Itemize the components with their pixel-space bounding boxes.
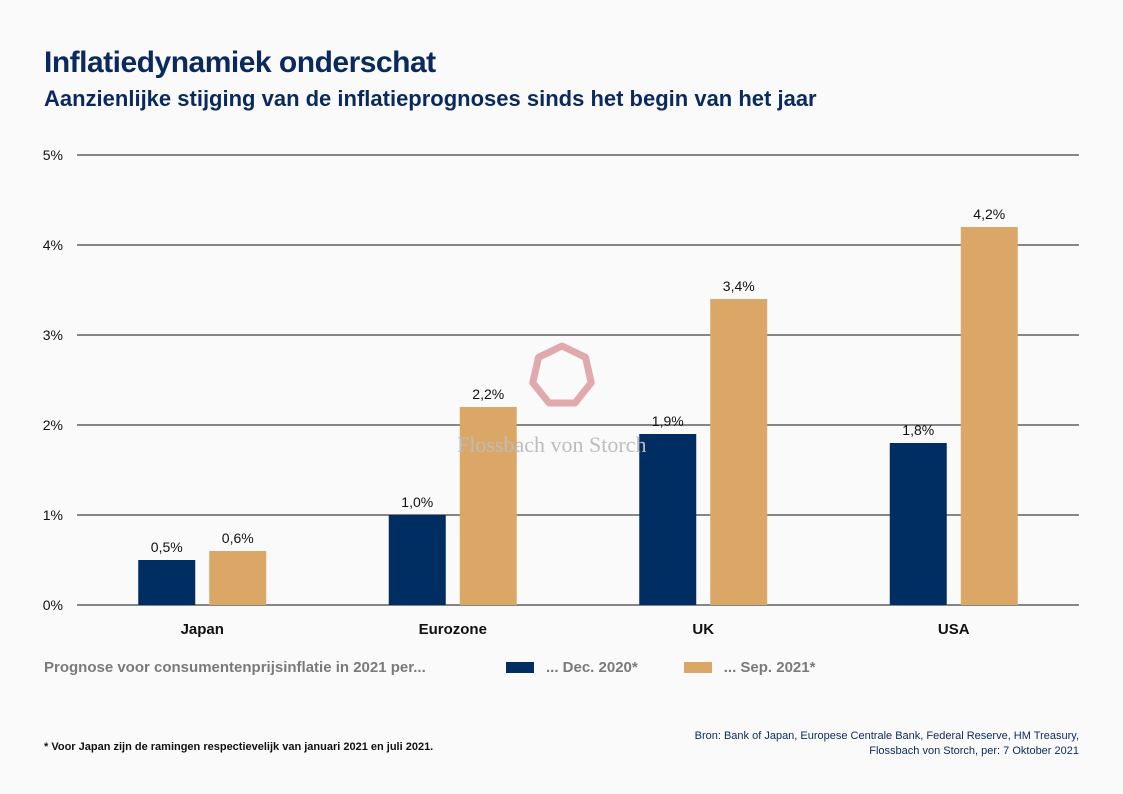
bar bbox=[459, 407, 517, 605]
bar bbox=[960, 227, 1018, 605]
source-line-2: Flossbach von Storch, per: 7 Oktober 202… bbox=[869, 745, 1079, 757]
legend-item-dec-2020: ... Dec. 2020* bbox=[506, 659, 638, 676]
y-tick-label: 5% bbox=[43, 147, 63, 163]
bar bbox=[388, 515, 446, 605]
data-label: 1,0% bbox=[401, 494, 433, 510]
y-tick-label: 2% bbox=[43, 417, 63, 433]
legend-intro: Prognose voor consumentenprijsinflatie i… bbox=[44, 659, 426, 676]
chart-title: Inflatiedynamiek onderschat bbox=[44, 46, 436, 79]
data-label: 0,6% bbox=[222, 530, 254, 546]
y-tick-label: 4% bbox=[43, 237, 63, 253]
legend: Prognose voor consumentenprijsinflatie i… bbox=[44, 659, 861, 676]
data-label: 4,2% bbox=[973, 206, 1005, 222]
watermark-logo-icon bbox=[529, 342, 595, 407]
bar bbox=[209, 551, 267, 605]
watermark: Flossbach von Storch bbox=[457, 340, 667, 460]
legend-label-dec-2020: ... Dec. 2020* bbox=[546, 659, 638, 676]
x-tick-label: Eurozone bbox=[419, 621, 487, 638]
x-tick-label: USA bbox=[938, 621, 970, 638]
x-tick-label: UK bbox=[692, 621, 714, 638]
legend-swatch-sep-2021 bbox=[683, 662, 712, 673]
bar bbox=[710, 299, 768, 605]
y-tick-label: 1% bbox=[43, 507, 63, 523]
y-tick-label: 3% bbox=[43, 327, 63, 343]
data-label: 0,5% bbox=[151, 539, 183, 555]
bar bbox=[639, 434, 697, 605]
data-label: 1,8% bbox=[902, 422, 934, 438]
legend-item-sep-2021: ... Sep. 2021* bbox=[683, 659, 816, 676]
source-line-1: Bron: Bank of Japan, Europese Centrale B… bbox=[694, 730, 1079, 742]
x-tick-label: Japan bbox=[181, 621, 224, 638]
footnote: * Voor Japan zijn de ramingen respectiev… bbox=[44, 741, 434, 753]
watermark-text: Flossbach von Storch bbox=[457, 432, 647, 457]
bar bbox=[138, 560, 196, 605]
data-label: 3,4% bbox=[723, 278, 755, 294]
chart-subtitle: Aanzienlijke stijging van de inflatiepro… bbox=[44, 86, 817, 111]
data-label: 2,2% bbox=[472, 386, 504, 402]
legend-swatch-dec-2020 bbox=[506, 662, 534, 673]
bar bbox=[889, 443, 947, 605]
legend-label-sep-2021: ... Sep. 2021* bbox=[723, 659, 816, 676]
y-tick-label: 0% bbox=[43, 597, 63, 613]
data-label: 1,9% bbox=[652, 413, 684, 429]
source-note: Bron: Bank of Japan, Europese Centrale B… bbox=[695, 729, 1079, 759]
